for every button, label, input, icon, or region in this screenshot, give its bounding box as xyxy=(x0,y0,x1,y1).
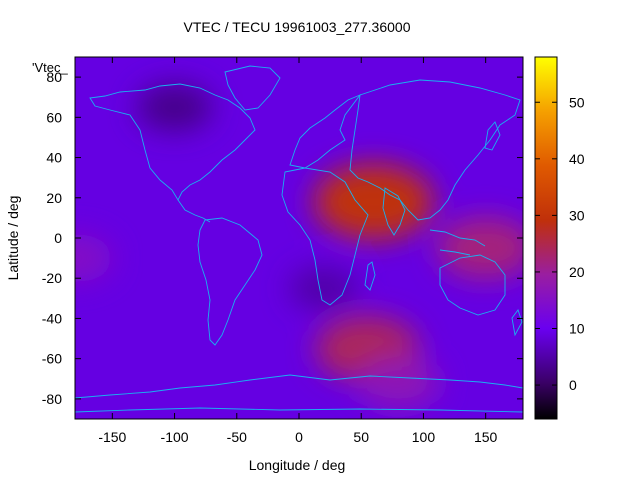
coastline-antarctica xyxy=(75,374,523,399)
x-tick-label: 100 xyxy=(412,429,436,445)
x-axis-label: Longitude / deg xyxy=(249,457,346,473)
colorbar-ticks: 0 10 20 30 40 50 xyxy=(535,94,585,393)
y-tick-label: 40 xyxy=(46,150,62,166)
coastline-antarctica-inner xyxy=(75,407,523,413)
y-tick-label: -60 xyxy=(42,351,62,367)
x-axis: -150 -100 -50 0 50 100 150 xyxy=(98,57,498,445)
series-key-label: 'Vtec_ xyxy=(32,60,68,75)
coastline-japan xyxy=(484,121,501,151)
y-tick-label: -20 xyxy=(42,270,62,286)
coastline-madagascar xyxy=(364,261,376,291)
y-tick-label: 20 xyxy=(46,190,62,206)
x-tick-label: 150 xyxy=(474,429,498,445)
heatmap-feature-pacific-east xyxy=(75,234,113,283)
y-tick-label: -80 xyxy=(42,391,62,407)
y-tick-label: 60 xyxy=(46,109,62,125)
coastline-africa xyxy=(281,167,369,306)
heatmap-area xyxy=(75,57,523,419)
y-tick-label: 80 xyxy=(46,69,62,85)
y-axis: -80 -60 -40 -20 0 20 40 60 80 xyxy=(42,69,523,407)
x-tick-label: -100 xyxy=(161,429,189,445)
heatmap-feature-south-asia-peak xyxy=(313,163,434,240)
x-tick-label: -150 xyxy=(98,429,126,445)
heatmap-feature-australia-north xyxy=(436,217,523,280)
colorbar-tick-label: 20 xyxy=(569,264,585,280)
coastline-australia xyxy=(439,254,506,316)
colorbar-tick-label: 30 xyxy=(569,207,585,223)
colorbar-tick-label: 40 xyxy=(569,151,585,167)
coastline-south-america xyxy=(197,217,263,346)
coastline-indonesia xyxy=(429,229,486,256)
coastline-north-america xyxy=(89,83,256,201)
colorbar xyxy=(534,56,558,420)
coastline-new-zealand xyxy=(511,309,523,337)
x-tick-label: 50 xyxy=(353,429,369,445)
heatmap-feature-antarctic-band xyxy=(357,356,440,409)
y-axis-label: Latitude / deg xyxy=(5,196,21,281)
coastline-greenland xyxy=(224,65,281,111)
coastline-central-america xyxy=(177,199,211,223)
heatmap-feature-south-atlantic-low xyxy=(289,266,359,311)
y-tick-label: -40 xyxy=(42,310,62,326)
coastlines xyxy=(75,65,523,413)
x-tick-label: 0 xyxy=(295,429,303,445)
heatmap-feature-north-canada-low xyxy=(136,83,213,132)
colorbar-tick-label: 50 xyxy=(569,94,585,110)
colorbar-tick-label: 10 xyxy=(569,321,585,337)
colorbar-tick-label: 0 xyxy=(569,377,577,393)
x-tick-label: -50 xyxy=(227,429,247,445)
y-tick-label: 0 xyxy=(54,230,62,246)
heatmap-features xyxy=(75,83,523,409)
coastline-india xyxy=(382,187,406,236)
chart-title: VTEC / TECU 19961003_277.36000 xyxy=(183,19,410,35)
coastline-asia xyxy=(349,79,521,221)
